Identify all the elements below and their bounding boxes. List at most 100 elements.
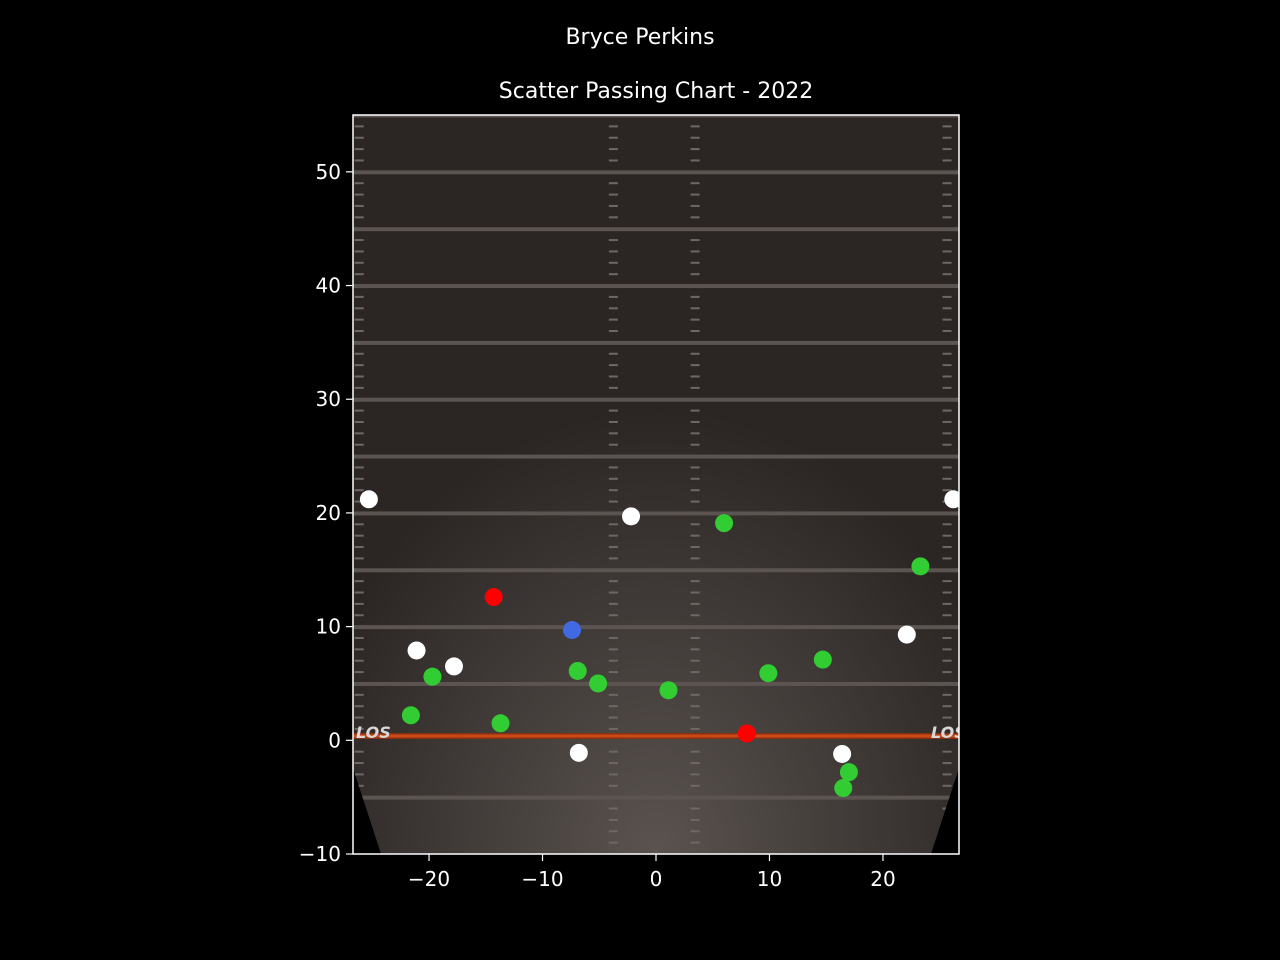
y-tick-label: 10 xyxy=(316,615,341,639)
hash-mark xyxy=(942,364,952,367)
hash-mark xyxy=(942,636,952,639)
hash-mark xyxy=(354,432,364,435)
hash-mark xyxy=(354,386,364,389)
hash-mark xyxy=(690,182,700,185)
yard-line xyxy=(353,227,959,232)
hash-mark xyxy=(608,841,618,844)
yard-line xyxy=(353,115,959,118)
hash-mark xyxy=(690,557,700,560)
pass-point xyxy=(445,657,463,676)
hash-mark xyxy=(942,386,952,389)
hash-mark xyxy=(354,239,364,242)
hash-mark xyxy=(690,841,700,844)
hash-mark xyxy=(942,477,952,480)
hash-mark xyxy=(608,273,618,276)
hash-mark xyxy=(354,261,364,264)
hash-mark xyxy=(690,136,700,139)
chart-title: Bryce Perkins xyxy=(565,25,714,50)
hash-mark xyxy=(354,534,364,537)
hash-mark xyxy=(942,727,952,730)
yard-line xyxy=(353,284,959,289)
yard-line xyxy=(353,681,959,686)
x-tick-label: 20 xyxy=(870,867,895,891)
hash-mark xyxy=(354,466,364,469)
pass-point xyxy=(569,743,588,762)
hash-mark xyxy=(690,307,700,310)
yard-line xyxy=(353,454,959,459)
hash-mark xyxy=(942,489,952,492)
hash-mark xyxy=(354,580,364,583)
field-corner-right xyxy=(931,768,959,854)
hash-mark xyxy=(690,648,700,651)
hash-mark xyxy=(942,773,952,776)
hash-mark xyxy=(942,409,952,412)
y-tick-label: 30 xyxy=(316,387,341,411)
hash-mark xyxy=(690,295,700,298)
hash-mark xyxy=(608,557,618,560)
hash-mark xyxy=(354,773,364,776)
hash-mark xyxy=(354,602,364,605)
hash-mark xyxy=(942,466,952,469)
hash-mark xyxy=(354,443,364,446)
hash-mark xyxy=(942,420,952,423)
hash-mark xyxy=(690,375,700,378)
hash-mark xyxy=(354,477,364,480)
pass-point xyxy=(839,763,858,782)
hash-mark xyxy=(942,273,952,276)
hash-mark xyxy=(942,602,952,605)
football-field xyxy=(353,115,959,854)
hash-mark xyxy=(354,636,364,639)
hash-mark xyxy=(354,546,364,549)
hash-mark xyxy=(608,773,618,776)
hash-mark xyxy=(942,671,952,674)
hash-mark xyxy=(354,159,364,162)
hash-mark xyxy=(690,125,700,128)
hash-mark xyxy=(608,500,618,503)
hash-mark xyxy=(942,148,952,151)
hash-mark xyxy=(942,716,952,719)
x-tick-label: −10 xyxy=(521,867,563,891)
hash-mark xyxy=(608,386,618,389)
hash-mark xyxy=(354,250,364,253)
pass-point xyxy=(813,650,832,669)
hash-mark xyxy=(608,364,618,367)
hash-mark xyxy=(690,762,700,765)
hash-mark xyxy=(690,204,700,207)
hash-mark xyxy=(942,182,952,185)
hash-mark xyxy=(608,762,618,765)
hash-mark xyxy=(690,500,700,503)
hash-mark xyxy=(354,614,364,617)
pass-point xyxy=(911,557,930,576)
hash-mark xyxy=(942,443,952,446)
hash-mark xyxy=(608,602,618,605)
hash-mark xyxy=(942,330,952,333)
hash-mark xyxy=(608,489,618,492)
hash-mark xyxy=(608,614,618,617)
hash-mark xyxy=(690,420,700,423)
hash-mark xyxy=(942,136,952,139)
hash-mark xyxy=(942,591,952,594)
hash-mark xyxy=(942,705,952,708)
hash-mark xyxy=(354,420,364,423)
hash-mark xyxy=(690,148,700,151)
hash-mark xyxy=(690,580,700,583)
hash-mark xyxy=(690,443,700,446)
hash-mark xyxy=(608,375,618,378)
hash-mark xyxy=(690,750,700,753)
yard-line xyxy=(353,397,959,402)
hash-mark xyxy=(608,182,618,185)
hash-mark xyxy=(690,432,700,435)
hash-mark xyxy=(942,239,952,242)
hash-mark xyxy=(942,557,952,560)
hash-mark xyxy=(608,307,618,310)
y-tick-label: 40 xyxy=(316,274,341,298)
hash-mark xyxy=(608,466,618,469)
pass-point xyxy=(834,779,853,798)
hash-mark xyxy=(354,204,364,207)
hash-mark xyxy=(608,580,618,583)
y-tick-label: −10 xyxy=(299,842,341,866)
hash-mark xyxy=(690,546,700,549)
hash-mark xyxy=(354,693,364,696)
line-of-scrimmage xyxy=(353,733,959,739)
